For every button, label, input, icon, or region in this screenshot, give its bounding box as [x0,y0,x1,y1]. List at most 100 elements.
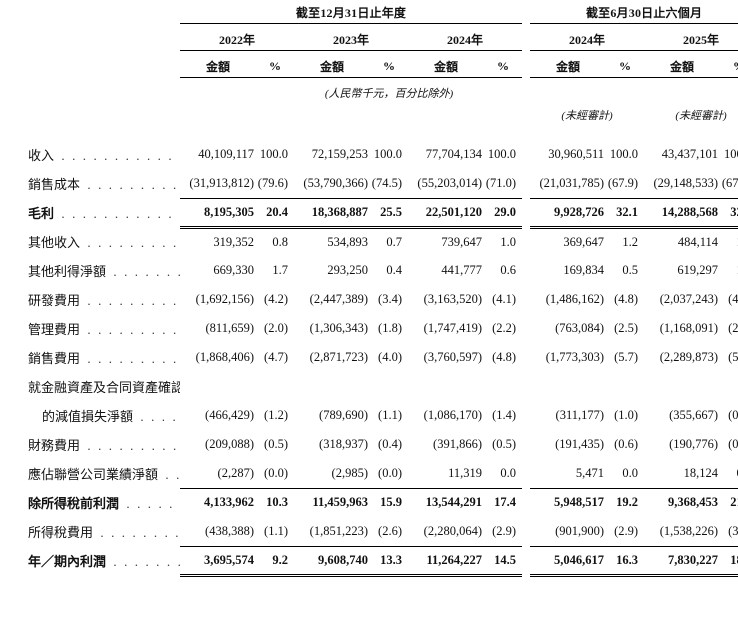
row-label: 財務費用 . . . . . . . . . . . . . . . . [0,430,180,459]
row-label: 銷售費用 . . . . . . . . . . . . . . . . [0,343,180,372]
cell-percent-4: 1.1 [720,227,738,256]
cell-amount-0: 669,330 [213,263,254,277]
column-gap [522,546,530,575]
cell-amount-1: (2,447,389) [309,292,368,306]
cell-amount-2: 11,264,227 [408,546,484,577]
row-label: 其他利得淨額 . . . . . . . . . . . . . . . . [0,256,180,285]
cell-percent-3: (4.8) [614,292,639,306]
cell-amount-4: (1,168,091) [659,321,719,335]
row-label: 其他收入 . . . . . . . . . . . . . . . . [0,227,180,256]
cell-amount-2: (2,280,064) [408,517,484,547]
table-row: 的減值損失淨額 . . . . . . . . . . . . . . . . (… [0,401,738,430]
cell-percent-1: (74.5) [370,169,408,199]
cell-percent-2: 17.4 [494,495,517,510]
header-group-annual: 截至12月31日止年度 [180,0,523,24]
currency-note-pad-a [522,78,530,102]
cell-percent-3: (1.0) [614,408,639,422]
unaudited-pad-5 [408,101,484,125]
cell-amount-3: (1,773,303) [545,350,605,364]
table-row: 其他利得淨額 . . . . . . . . . . . . . . . . 66… [0,256,738,285]
cell-percent-1: 100.0 [373,147,402,161]
header-amount-2024-interim: 金額 [530,50,607,78]
row-label: 應佔聯營公司業績淨額 . . . . . . . . . . . . . . .… [0,459,180,488]
cell-amount-0: 3,695,574 [180,546,256,577]
table-row: 收入 . . . . . . . . . . . . . . . . 40,109… [0,140,738,169]
table-row: 管理費用 . . . . . . . . . . . . . . . . (811… [0,314,738,343]
dot-leader: . . . . . . . . . . . . . . . . [61,206,180,221]
cell-amount-2: 77,704,134 [425,147,482,161]
cell-amount-3: (21,031,785) [530,169,607,199]
cell-amount-4: 484,114 [677,234,719,249]
empty-cell [370,372,408,401]
table-row: 銷售成本 . . . . . . . . . . . . . . . .(31,… [0,169,738,199]
cell-amount-3: 30,960,511 [548,147,605,161]
cell-amount-2: (55,203,014) [408,169,484,199]
row-label: 所得稅費用 . . . . . . . . . . . . . . . . [0,517,180,546]
row-label-text: 管理費用 [28,322,83,337]
cell-percent-2: 14.5 [484,546,523,577]
cell-percent-3: 0.0 [606,459,645,489]
row-label-text: 收入 [28,148,57,163]
cell-percent-0: 9.2 [256,546,294,577]
header-amount-2023: 金額 [294,50,370,78]
header-year-blank [0,24,180,51]
cell-amount-1: 293,250 [327,263,368,277]
cell-percent-0: (0.0) [256,459,294,489]
income-statement-table: 截至12月31日止年度 截至6月30日止六個月 2022年 2023年 2024… [0,0,738,577]
currency-note-pad-b [530,78,606,102]
table-row: 銷售費用 . . . . . . . . . . . . . . . . (1,8… [0,343,738,372]
row-label-text: 研發費用 [28,293,83,308]
table-row: 除所得稅前利潤 . . . . . . . . . . . . . . . . 4… [0,488,738,517]
cell-percent-1: 25.5 [370,198,408,229]
header-sub-gap [522,51,530,78]
cell-amount-1: (2,871,723) [309,350,368,364]
empty-cell [484,372,522,401]
row-label-text: 財務費用 [28,438,83,453]
column-gap [522,169,530,198]
cell-percent-1: 0.7 [386,234,402,249]
cell-percent-2: 1.0 [500,234,517,249]
cell-amount-0: (2,287) [180,459,256,489]
header-unaudited-note-row: (未經審計) (未經審計) [0,101,738,125]
cell-percent-1: 15.9 [380,495,402,510]
header-group-row: 截至12月31日止年度 截至6月30日止六個月 [0,0,738,24]
cell-amount-3: 5,948,517 [554,495,605,510]
table-row: 年／期內利潤 . . . . . . . . . . . . . . . .3,… [0,546,738,577]
cell-percent-4: 1.4 [720,256,738,285]
header-year-2023: 2023年 [294,23,408,51]
currency-note-pad-left [180,78,294,102]
cell-percent-3: 16.3 [606,546,645,577]
header-spacer-row [0,125,738,140]
column-gap [522,343,530,372]
header-group-gap [522,0,530,24]
column-gap [522,517,530,546]
row-label-text: 毛利 [28,206,57,221]
header-amount-2025-interim: 金額 [644,50,721,78]
empty-cell [256,372,294,401]
cell-amount-3: 369,647 [563,234,605,249]
cell-amount-2: (1,086,170) [423,408,482,422]
column-gap [522,459,530,488]
cell-amount-4: 7,830,227 [644,546,721,577]
cell-amount-0: (209,088) [205,437,254,451]
header-sub-blank [0,51,180,78]
header-year-gap [522,24,530,51]
cell-amount-4: (190,776) [669,437,719,451]
row-label-text: 年／期內利潤 [28,554,109,569]
unaudited-note-2025: (未經審計) [675,110,727,122]
cell-percent-3: (0.6) [614,437,639,451]
dot-leader: . . . . . . . . . . . . . . . . [113,264,180,279]
cell-percent-2: 0.6 [500,263,517,277]
cell-amount-1: 18,368,887 [294,198,370,229]
cell-amount-1: (1,306,343) [309,321,368,335]
column-gap [522,314,530,343]
unaudited-gap [522,101,530,125]
cell-amount-2: 441,777 [441,263,482,277]
cell-amount-1: (53,790,366) [294,169,370,199]
cell-amount-4: 43,437,101 [661,147,719,161]
cell-percent-4: 32.9 [720,198,738,229]
empty-cell [294,372,370,401]
cell-amount-4: (29,148,533) [644,169,721,199]
cell-amount-3: (901,900) [530,517,607,547]
row-label-text: 銷售費用 [28,351,83,366]
